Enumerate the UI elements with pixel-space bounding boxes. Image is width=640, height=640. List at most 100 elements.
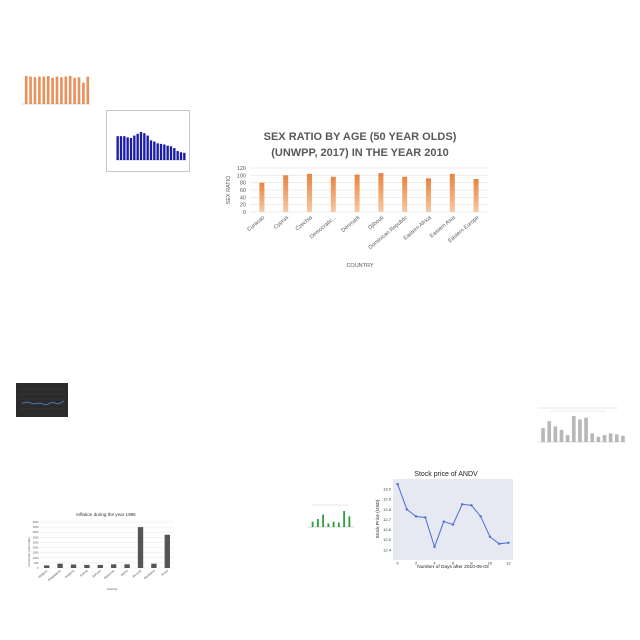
inflation-bar xyxy=(137,527,144,568)
thumb-blue-bar xyxy=(139,132,143,160)
thumb-orange-bar xyxy=(77,77,81,104)
inflation-x-tick-label: Bulgaria xyxy=(64,568,75,578)
main-bar xyxy=(378,173,384,212)
stock-x-tick-label: 2 xyxy=(415,561,418,566)
stock-point xyxy=(479,515,482,518)
main-bar xyxy=(307,173,312,212)
stock-point xyxy=(433,545,436,549)
main-y-tick-label: 0 xyxy=(243,210,246,216)
thumb-gray-bar xyxy=(621,435,625,442)
main-y-tick-label: 60 xyxy=(240,188,246,194)
stock-point xyxy=(424,516,427,519)
stock-point xyxy=(507,541,510,544)
stock-chart-title: Stock price of ANDV xyxy=(414,471,478,478)
thumb-blue-bar xyxy=(166,145,169,160)
thumb-orange-bar xyxy=(82,82,85,104)
stock-y-tick-label: 12.6 xyxy=(383,527,392,532)
thumb-orange-bar xyxy=(42,76,46,104)
main-y-tick-label: 100 xyxy=(237,173,246,179)
main-bar xyxy=(449,173,455,212)
thumb-gray-bar-chart xyxy=(530,402,628,452)
thumb-green-bar xyxy=(322,514,325,527)
stock-plot-area xyxy=(393,479,513,560)
inflation-x-tick-label: Belize xyxy=(120,568,129,577)
main-bar xyxy=(354,174,360,212)
thumb-gray-bar xyxy=(565,435,570,442)
main-x-tick-label: Curacao xyxy=(246,215,266,233)
stock-y-tick-label: 12.9 xyxy=(383,497,392,502)
thumb-gray-bars xyxy=(541,416,625,442)
thumb-blue-bar xyxy=(123,136,126,160)
stock-y-tick-label: 12.8 xyxy=(383,507,392,512)
inflation-x-tick-label: Barbados xyxy=(143,568,156,580)
thumb-gray-bar xyxy=(541,428,545,442)
thumb-blue-bar xyxy=(143,133,146,160)
thumb-green-bar xyxy=(348,516,351,527)
thumb-green-bar xyxy=(316,519,319,527)
main-x-tick-label: Djibouti xyxy=(367,215,385,231)
inflation-bar xyxy=(97,564,103,568)
thumb-blue-bar xyxy=(169,146,173,160)
thumb-orange-bar xyxy=(51,77,54,104)
inflation-x-tick-label: Belgium xyxy=(37,568,48,578)
inflation-bar xyxy=(151,563,157,568)
inflation-y-tick-label: 2500 xyxy=(33,540,39,544)
inflation-bar xyxy=(70,564,77,568)
main-x-tick-label: Democratic... xyxy=(309,215,338,241)
inflation-chart-ylabel: Consumer price index xyxy=(27,537,31,567)
thumb-dark-chart xyxy=(16,383,68,417)
thumb-orange-bar xyxy=(38,76,41,104)
inflation-bar xyxy=(57,563,63,568)
thumb-orange-bar-chart xyxy=(14,64,94,112)
thumb-gray-bar xyxy=(559,429,564,442)
inflation-bar xyxy=(84,564,90,568)
inflation-chart-xlabel: Country xyxy=(107,587,118,591)
inflation-x-tick-label: Bahrain xyxy=(91,568,102,578)
thumb-blue-bar xyxy=(183,152,186,160)
main-chart-xlabel: COUNTRY xyxy=(346,263,373,269)
stock-point xyxy=(442,520,445,523)
thumb-blue-bar xyxy=(149,140,153,160)
thumb-gray-bar xyxy=(608,433,613,442)
thumb-green-bar xyxy=(327,523,330,527)
thumb-blue-bar xyxy=(163,144,166,160)
thumb-orange-bar xyxy=(24,76,28,104)
thumb-blue-bar xyxy=(133,135,136,160)
inflation-x-tick-label: Bahamas xyxy=(103,568,116,580)
stock-point xyxy=(488,535,492,538)
inflation-bar xyxy=(44,565,50,568)
main-bar xyxy=(259,182,265,212)
thumb-gray-bar xyxy=(571,416,576,442)
main-bar xyxy=(330,176,336,212)
stock-chart-ticks: 0 2 4 6 8 10 12 12.4 12.5 12.6 12.7 12.8 12.9 13.0 xyxy=(383,487,511,566)
inflation-chart-bars xyxy=(44,527,170,568)
thumb-gray-bar xyxy=(547,421,552,442)
main-bar xyxy=(402,176,408,212)
thumb-blue-bar xyxy=(179,152,183,160)
thumb-blue-bar xyxy=(156,143,159,160)
thumb-blue-bar xyxy=(146,135,149,160)
thumb-green-bar xyxy=(343,511,346,527)
inflation-x-tick-label: Burundi xyxy=(132,568,143,578)
thumb-orange-bar xyxy=(68,76,72,104)
thumb-green-bar xyxy=(337,522,340,527)
thumb-orange-bar xyxy=(46,76,50,104)
thumb-orange-bar xyxy=(55,76,59,104)
thumb-orange-bar xyxy=(73,77,76,104)
stock-chart-ylabel: Stock Price (USD) xyxy=(375,499,381,538)
stock-y-tick-label: 12.7 xyxy=(383,517,392,522)
main-bar xyxy=(426,178,431,212)
inflation-x-tick-label: Brazil xyxy=(161,568,170,576)
main-chart-ylabel: SEX RATIO xyxy=(226,175,232,205)
thumb-blue-bar xyxy=(176,151,179,160)
stock-x-tick-label: 6 xyxy=(452,561,455,566)
thumb-blue-bar-chart xyxy=(106,110,190,172)
thumb-gray-bar xyxy=(553,426,558,442)
main-y-tick-label: 80 xyxy=(240,181,246,187)
main-y-tick-label: 40 xyxy=(240,195,246,201)
main-x-tick-label: Cyprus xyxy=(273,215,290,231)
thumb-gray-bar xyxy=(590,433,595,442)
thumb-green-bar xyxy=(332,521,335,527)
thumb-green-bar xyxy=(311,521,314,527)
